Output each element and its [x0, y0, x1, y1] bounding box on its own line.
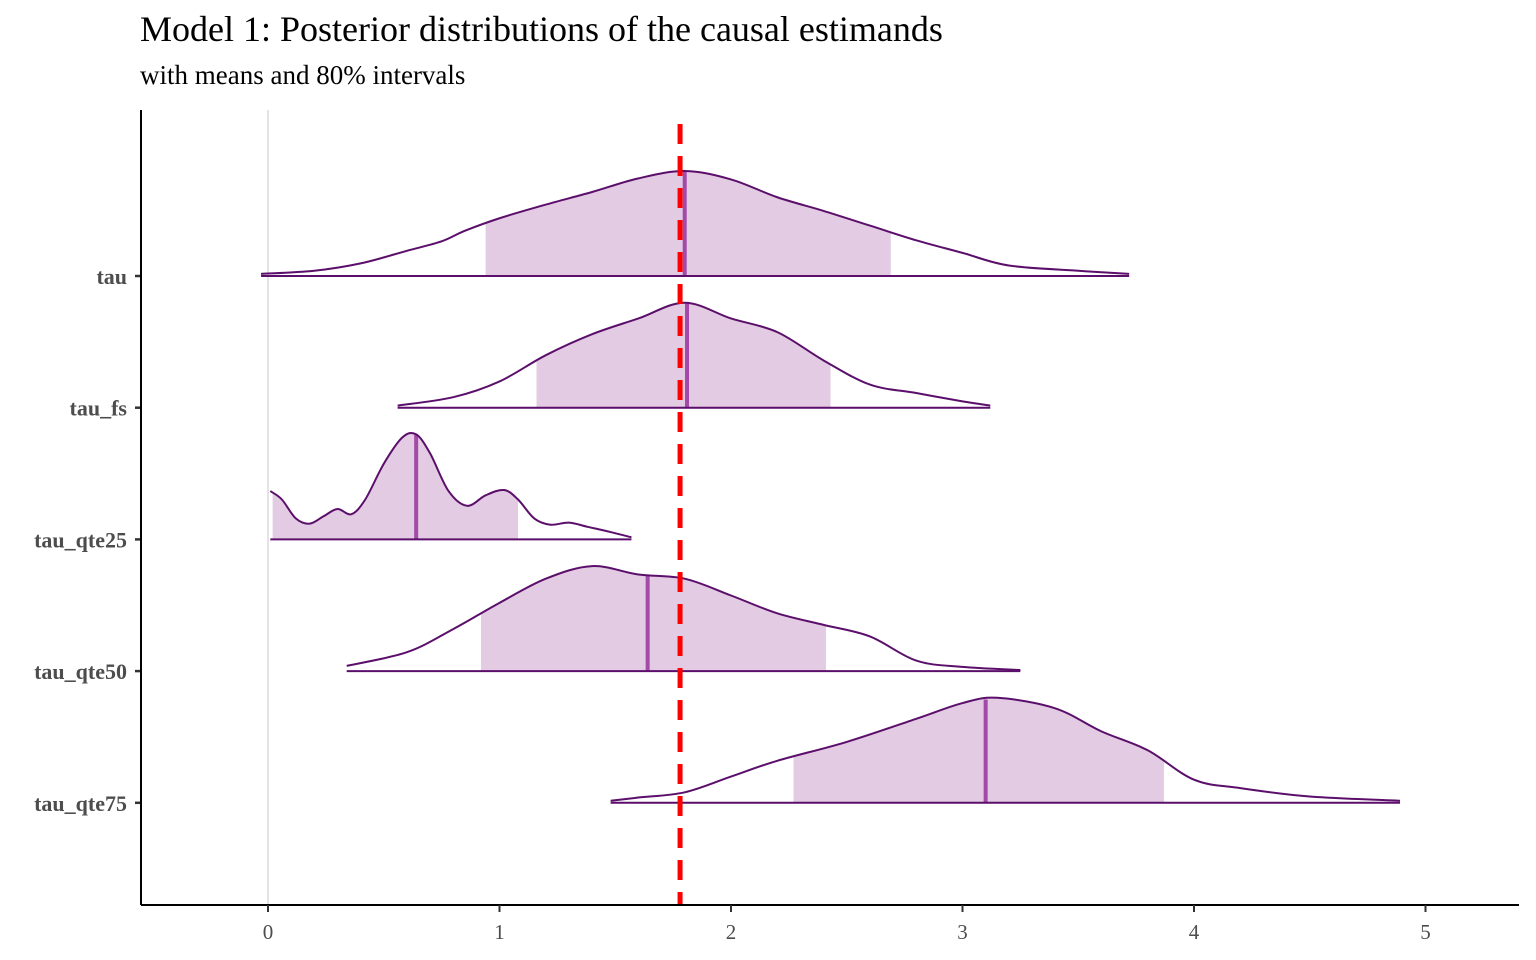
chart-subtitle: with means and 80% intervals [140, 60, 466, 90]
x-tick-label-4: 4 [1189, 920, 1200, 944]
chart-title: Model 1: Posterior distributions of the … [140, 9, 943, 49]
y-tick-label-tau_qte50: tau_qte50 [34, 659, 127, 684]
y-tick-label-tau_qte75: tau_qte75 [34, 791, 127, 816]
ridge-tau_qte50 [346, 565, 1021, 673]
interval-fill-tau_qte25 [272, 432, 519, 540]
ridge-tau [260, 169, 1130, 277]
density-outline-tau [260, 169, 1130, 275]
y-tick-label-tau_fs: tau_fs [70, 396, 128, 421]
interval-fill-tau [485, 170, 891, 276]
density-outline-tau_qte50 [346, 565, 1021, 672]
x-tick-label-5: 5 [1420, 920, 1431, 944]
density-outline-tau_qte25 [269, 431, 632, 539]
x-tick-label-3: 3 [957, 920, 968, 944]
ridge-tau_qte25 [269, 431, 632, 541]
ridge-tau_fs [397, 301, 991, 409]
y-tick-label-tau: tau [96, 264, 127, 289]
x-tick-label-1: 1 [494, 920, 505, 944]
interval-fill-tau_fs [536, 302, 831, 408]
x-tick-label-0: 0 [263, 920, 274, 944]
interval-fill-tau_qte50 [480, 566, 828, 672]
density-outline-tau_fs [397, 301, 991, 407]
interval-fill-tau_qte75 [793, 697, 1164, 803]
ridge-tau_qte75 [610, 696, 1401, 804]
axis-layer: tau tau_fs tau_qte25 tau_qte50 tau_qte75 0 1 2 3… [34, 110, 1519, 944]
ridges-layer [260, 169, 1401, 804]
y-tick-label-tau_qte25: tau_qte25 [34, 527, 127, 552]
x-tick-label-2: 2 [726, 920, 737, 944]
density-outline-tau_qte75 [610, 696, 1401, 802]
